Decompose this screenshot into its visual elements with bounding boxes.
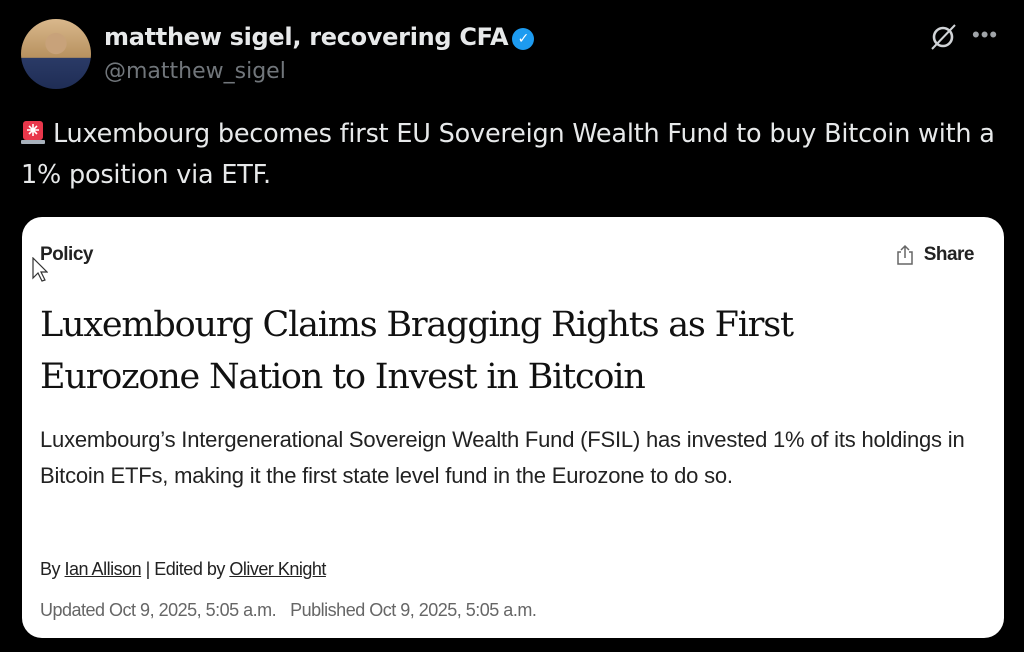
share-button[interactable]: Share xyxy=(896,244,975,266)
published-date: Published Oct 9, 2025, 5:05 a.m. xyxy=(290,600,537,620)
more-options-button[interactable]: ••• xyxy=(972,22,999,47)
author-handle[interactable]: @matthew_sigel xyxy=(104,59,286,84)
byline: By Ian Allison | Edited by Oliver Knight xyxy=(40,559,326,579)
article-dates: Updated Oct 9, 2025, 5:05 a.m. Published … xyxy=(40,600,537,621)
article-summary: Luxembourg’s Intergenerational Sovereign… xyxy=(40,427,965,488)
author-link[interactable]: Ian Allison xyxy=(64,559,142,579)
tweet-text: Luxembourg becomes first EU Sovereign We… xyxy=(21,119,995,190)
article-card[interactable]: Policy Share Luxembourg Claims Bragging … xyxy=(22,217,1004,638)
article-headline[interactable]: Luxembourg Claims Bragging Rights as Fir… xyxy=(40,305,794,397)
grok-icon[interactable] xyxy=(928,22,958,52)
share-icon xyxy=(896,244,913,265)
avatar[interactable] xyxy=(21,19,91,89)
verified-badge-icon: ✓ xyxy=(512,28,535,50)
updated-date: Updated Oct 9, 2025, 5:05 a.m. xyxy=(40,600,277,620)
article-section[interactable]: Policy xyxy=(40,244,93,265)
editor-link[interactable]: Oliver Knight xyxy=(229,559,326,579)
author-name[interactable]: matthew sigel, recovering CFA ✓ xyxy=(104,23,535,51)
rotating-light-icon xyxy=(21,121,45,144)
mouse-cursor-icon xyxy=(32,257,48,282)
